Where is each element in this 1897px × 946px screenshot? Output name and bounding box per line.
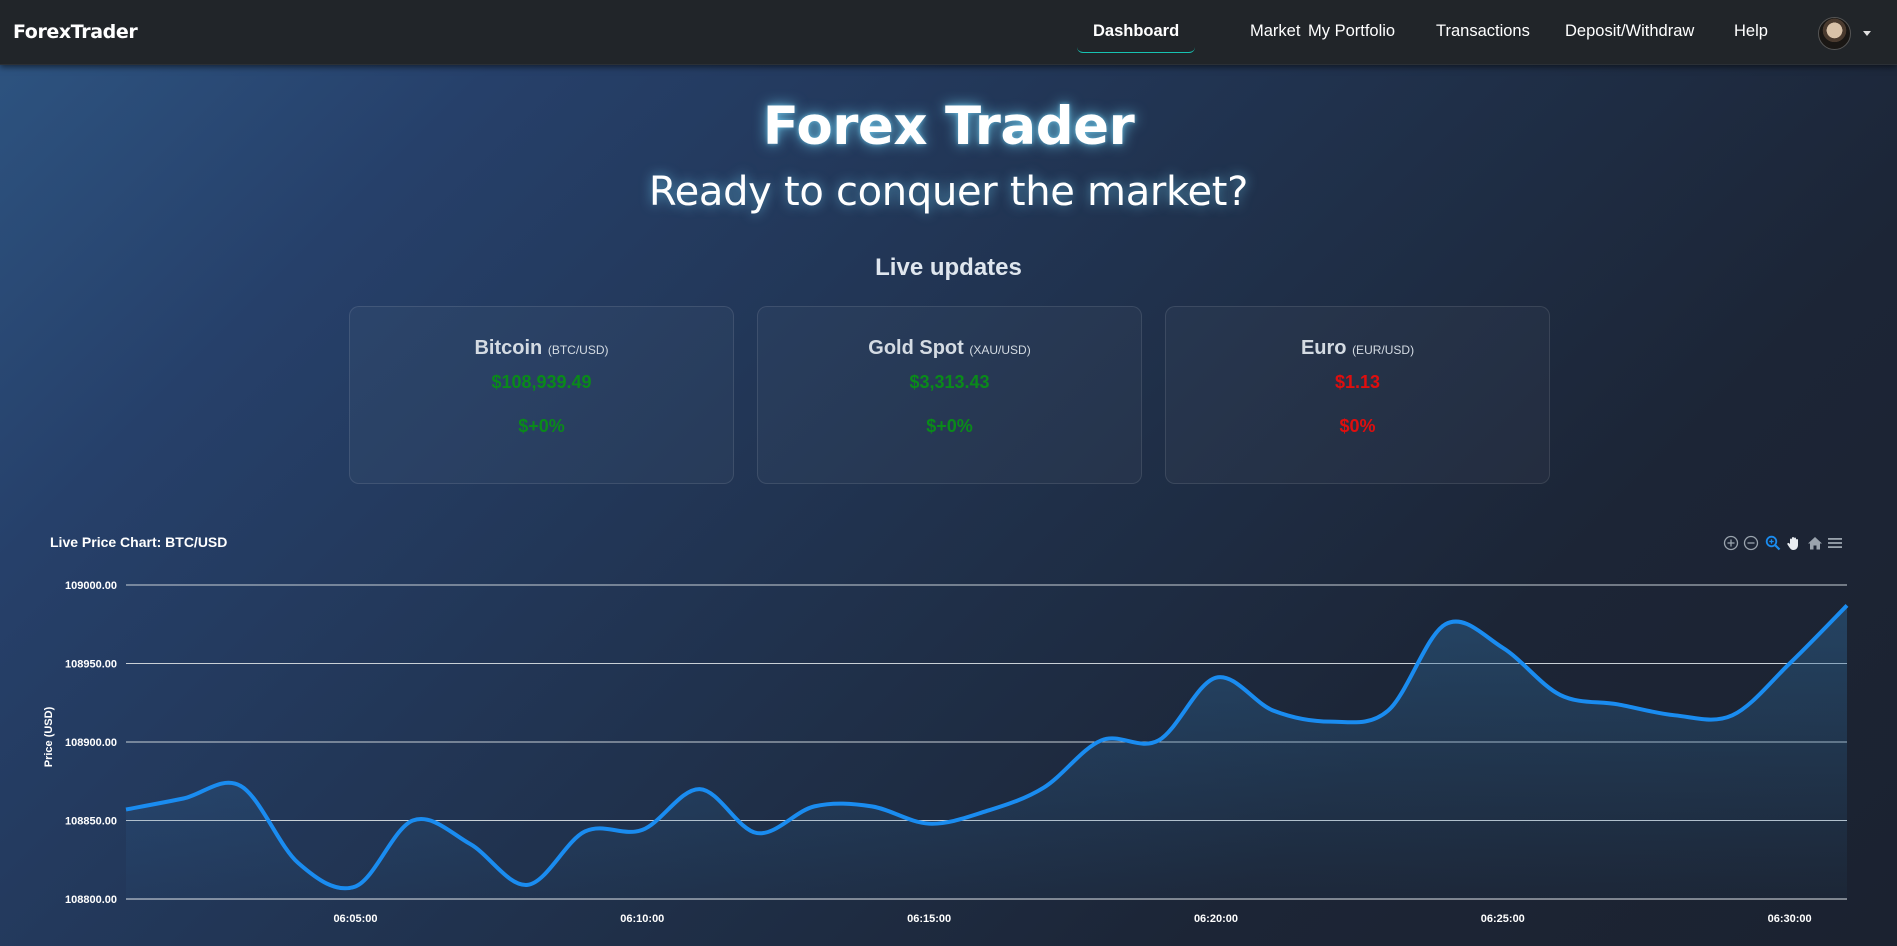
x-axis: 06:05:00 06:10:00 06:15:00 06:20:00 06:25:00… <box>333 913 1811 925</box>
card-change: $+0% <box>926 416 973 436</box>
nav-my-portfolio[interactable]: My Portfolio <box>1308 22 1396 40</box>
y-axis: 108800.00 108850.00 108900.00 108950.00 1090… <box>65 580 117 906</box>
x-tick-label: 06:30:00 <box>1768 913 1812 925</box>
price-area <box>126 605 1847 899</box>
nav-deposit-withdraw[interactable]: Deposit/Withdraw <box>1565 22 1695 40</box>
ticker-card-bitcoin: Bitcoin (BTC/USD) $108,939.49 $+0% <box>349 306 734 484</box>
ticker-card-euro: Euro (EUR/USD) $1.13 $0% <box>1165 306 1550 484</box>
card-name-text: Euro <box>1300 337 1347 359</box>
card-name-text: Bitcoin <box>474 337 543 359</box>
live-updates-heading: Live updates <box>875 254 1022 281</box>
nav-dashboard[interactable]: Dashboard <box>1077 22 1196 53</box>
card-price: $1.13 <box>1334 372 1381 392</box>
x-tick-label: 06:25:00 <box>1481 913 1525 925</box>
x-tick-label: 06:15:00 <box>907 913 951 925</box>
brand-logo[interactable]: ForexTrader <box>13 21 138 43</box>
y-axis-label: Price (USD) <box>43 706 55 767</box>
card-change: $+0% <box>518 416 565 436</box>
x-tick-label: 06:05:00 <box>333 913 377 925</box>
x-tick-label: 06:20:00 <box>1194 913 1238 925</box>
home-icon[interactable] <box>1807 535 1823 551</box>
y-tick-label: 108950.00 <box>65 659 117 671</box>
zoom-out-icon[interactable] <box>1743 535 1759 551</box>
chart-title: Live Price Chart: BTC/USD <box>50 534 228 550</box>
card-symbol: (EUR/USD) <box>1352 343 1415 357</box>
hero-subtitle: Ready to conquer the market? <box>648 169 1249 215</box>
y-tick-label: 109000.00 <box>65 580 117 592</box>
y-tick-label: 108850.00 <box>65 816 117 828</box>
card-name-text: Gold Spot <box>868 337 964 359</box>
nav-transactions[interactable]: Transactions <box>1436 22 1530 40</box>
card-change: $0% <box>1339 416 1376 436</box>
hero-title: Forex Trader <box>762 96 1135 157</box>
nav-market[interactable]: Market <box>1250 22 1301 40</box>
card-price: $108,939.49 <box>491 372 592 392</box>
card-name: Bitcoin (BTC/USD) <box>350 337 733 360</box>
card-symbol: (XAU/USD) <box>969 343 1031 357</box>
card-name: Gold Spot (XAU/USD) <box>758 337 1141 360</box>
card-price: $3,313.43 <box>909 372 990 392</box>
x-tick-label: 06:10:00 <box>620 913 664 925</box>
top-navbar: ForexTrader Dashboard Market My Portfoli… <box>0 0 1897 65</box>
card-symbol: (BTC/USD) <box>547 343 609 357</box>
user-avatar[interactable] <box>1818 17 1851 50</box>
zoom-in-icon[interactable] <box>1723 535 1739 551</box>
chevron-down-icon[interactable] <box>1863 31 1871 36</box>
selection-zoom-icon[interactable] <box>1765 535 1781 551</box>
pan-hand-icon[interactable] <box>1786 535 1802 551</box>
nav-help[interactable]: Help <box>1734 22 1768 40</box>
y-tick-label: 108900.00 <box>65 737 117 749</box>
price-line <box>125 604 1849 891</box>
ticker-card-gold: Gold Spot (XAU/USD) $3,313.43 $+0% <box>757 306 1142 484</box>
card-name: Euro (EUR/USD) <box>1166 337 1549 360</box>
y-tick-label: 108800.00 <box>65 894 117 906</box>
price-chart[interactable]: 108800.00 108850.00 108900.00 108950.00 1090… <box>0 560 1897 946</box>
menu-icon[interactable] <box>1827 535 1843 551</box>
